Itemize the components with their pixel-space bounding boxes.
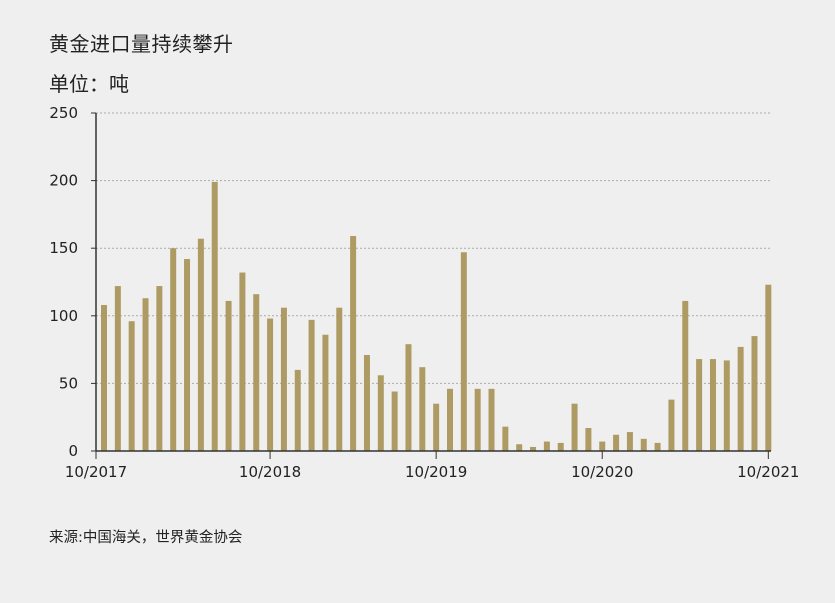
bar: [557, 442, 564, 451]
x-axis-ticks: [91, 112, 769, 459]
bar: [197, 238, 204, 451]
bar: [184, 259, 191, 451]
bar: [668, 399, 675, 451]
y-tick-label: 250: [49, 104, 78, 122]
bar: [239, 272, 246, 451]
bars: [101, 181, 772, 451]
bar: [363, 355, 370, 451]
bar: [696, 359, 703, 451]
y-tick-label: 0: [68, 442, 78, 460]
bar: [419, 367, 426, 451]
gridlines: [96, 112, 771, 384]
bar: [211, 181, 218, 451]
bar: [294, 369, 301, 451]
bar: [405, 344, 412, 451]
bar: [474, 388, 481, 451]
bar: [433, 403, 440, 451]
bar: [350, 236, 357, 451]
bar: [156, 286, 163, 451]
x-tick-label: 10/2017: [65, 463, 127, 481]
bar: [142, 298, 149, 451]
bar: [654, 442, 661, 451]
bar: [128, 321, 135, 451]
bar: [336, 307, 343, 451]
bar: [377, 375, 384, 451]
bar: [322, 334, 329, 451]
bar: [682, 300, 689, 451]
bar: [626, 432, 633, 451]
bar: [585, 428, 592, 451]
bar: [640, 438, 647, 451]
bar: [709, 359, 716, 451]
source-note: 来源:中国海关，世界黄金协会: [49, 530, 243, 546]
unit-label: 单位：吨: [49, 72, 129, 96]
bar: [543, 441, 550, 451]
bar: [253, 294, 260, 451]
bar: [751, 336, 758, 451]
bar: [613, 434, 620, 451]
x-tick-label: 10/2019: [405, 463, 467, 481]
bar: [765, 284, 772, 451]
y-tick-label: 200: [49, 172, 78, 190]
y-tick-label: 150: [49, 239, 78, 257]
bar: [488, 388, 495, 451]
bar: [447, 388, 453, 451]
x-tick-label: 10/2018: [239, 463, 301, 481]
bar: [114, 286, 121, 451]
bar: [391, 391, 398, 451]
bar: [502, 426, 509, 451]
bar: [101, 304, 107, 451]
y-tick-label: 50: [59, 374, 78, 392]
y-tick-label: 100: [49, 307, 78, 325]
x-tick-label: 10/2020: [571, 463, 633, 481]
bar: [723, 360, 730, 451]
bar: [460, 252, 467, 451]
bar: [308, 319, 315, 451]
bar: [267, 318, 274, 451]
bar: [225, 300, 232, 451]
bar: [170, 248, 177, 451]
y-axis-tick-labels: 0 50 100 150 200 250: [49, 104, 78, 460]
bar: [530, 446, 537, 451]
bar: [737, 346, 744, 451]
bar: [280, 307, 287, 451]
x-tick-label: 10/2021: [737, 463, 799, 481]
bar: [516, 444, 523, 451]
bar: [571, 403, 578, 451]
bar: [599, 441, 606, 451]
x-axis-tick-labels: 10/2017 10/2018 10/2019 10/2020 10/2021: [65, 463, 800, 481]
chart-title: 黄金进口量持续攀升: [49, 32, 234, 56]
